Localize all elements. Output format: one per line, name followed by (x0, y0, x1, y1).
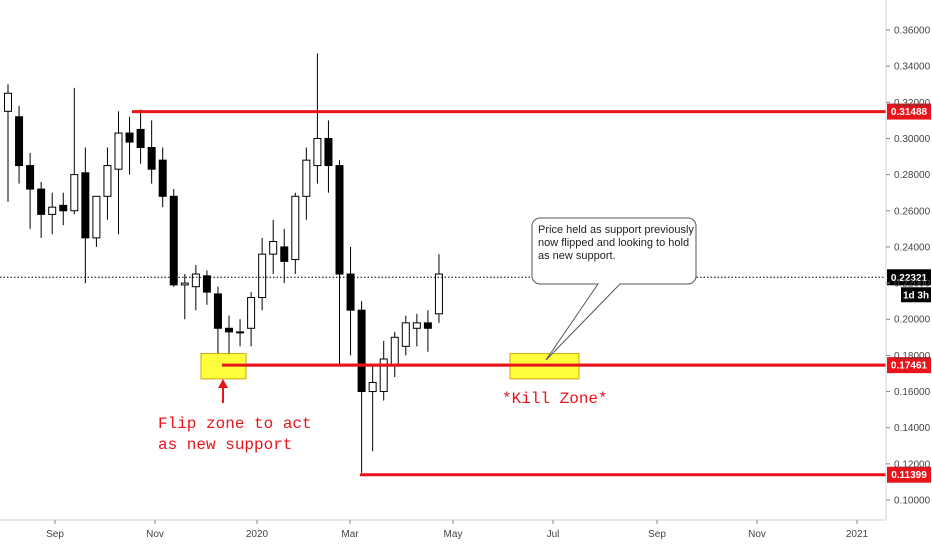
x-tick-label: Jul (547, 529, 560, 540)
candle-body (346, 273, 355, 311)
candle-body (158, 159, 167, 197)
level-price-badge (887, 466, 931, 483)
candle-body (423, 322, 432, 329)
candle-body (269, 241, 278, 255)
candle-body (357, 309, 366, 393)
x-tick-label: Nov (146, 529, 164, 540)
x-tick-label: Sep (648, 529, 666, 540)
candle-body (37, 188, 46, 215)
level-price-badge (887, 357, 931, 374)
candle-body (225, 327, 233, 333)
y-tick-label: 0.20000 (894, 315, 931, 326)
candle-body (48, 206, 57, 215)
candle-body (412, 322, 421, 329)
candle-body (236, 331, 245, 334)
candle-body (379, 358, 388, 393)
candle-body (191, 273, 200, 288)
candle-body (180, 282, 189, 286)
y-tick-label: 0.14000 (894, 423, 931, 434)
candle-body (114, 132, 123, 170)
flip-zone-annotation-line: Flip zone to act (158, 415, 312, 433)
zones-layer (200, 353, 886, 380)
candle-body (324, 137, 333, 167)
y-tick-label: 0.32000 (894, 98, 931, 109)
arrow-head-icon (218, 379, 228, 388)
y-tick-label: 0.24000 (894, 242, 931, 253)
candle-body (368, 382, 377, 393)
y-tick-label: 0.34000 (894, 62, 931, 73)
x-tick-label: Sep (46, 529, 64, 540)
candle-body (15, 116, 24, 167)
candle-body (169, 195, 178, 286)
y-tick-label: 0.16000 (894, 387, 931, 398)
countdown-label: 1d 3h (903, 290, 929, 301)
x-tick-label: 2021 (846, 529, 869, 540)
levels-layer: 0.31488 0.17461 0.11399 0.22321 1d 3h (0, 103, 931, 483)
candle-body (147, 147, 156, 170)
candle-body (390, 336, 399, 365)
candle-body (59, 204, 68, 212)
level-price-label: 0.11399 (891, 470, 927, 481)
x-tick-label: Nov (748, 529, 766, 540)
candle-body (70, 174, 79, 212)
candle-body (280, 246, 289, 262)
kill-zone-annotation: *Kill Zone* (502, 390, 608, 408)
candle-body (302, 159, 311, 197)
callout-text-line: as new support. (538, 250, 616, 262)
y-tick-label: 0.28000 (894, 170, 931, 181)
candle-body (291, 195, 300, 261)
y-tick-label: 0.22000 (894, 279, 931, 290)
candle-body (313, 137, 322, 167)
y-tick-label: 0.10000 (894, 496, 931, 507)
candle-body (401, 322, 410, 347)
x-tick-label: May (444, 529, 463, 540)
y-tick-label: 0.26000 (894, 206, 931, 217)
candles-layer (4, 53, 443, 473)
flip-zone-annotation-line: as new support (158, 436, 292, 454)
candle-body (92, 195, 101, 239)
countdown-badge (901, 287, 931, 303)
candle-body (434, 273, 443, 315)
candle-body (335, 165, 344, 275)
callout-pointer (545, 283, 621, 361)
candle-body (247, 297, 256, 329)
candle-body (103, 165, 112, 197)
callout-text-line: now flipped and looking to hold (538, 237, 689, 249)
candle-body (125, 132, 134, 143)
candle-body (202, 275, 211, 293)
y-tick-label: 0.18000 (894, 351, 931, 362)
annotations-layer: Flip zone to act as new support *Kill Zone… (158, 217, 697, 454)
candle-body (213, 293, 222, 329)
level-price-label: 0.17461 (891, 361, 928, 372)
x-tick-label: 2020 (246, 529, 269, 540)
y-tick-label: 0.36000 (894, 26, 931, 37)
callout-text-line: Price held as support previously (538, 224, 694, 236)
candle-body (26, 165, 35, 190)
level-price-label: 0.31488 (891, 107, 928, 118)
level-price-badge (887, 103, 931, 120)
candle-body (4, 92, 12, 112)
last-price-badge (887, 269, 931, 286)
candle-body (81, 172, 90, 239)
y-tick-label: 0.30000 (894, 134, 931, 145)
last-price-label: 0.22321 (891, 273, 928, 284)
candle-body (258, 253, 267, 299)
y-tick-label: 0.12000 (894, 459, 931, 470)
candle-body (136, 128, 145, 149)
x-tick-label: Mar (341, 529, 359, 540)
